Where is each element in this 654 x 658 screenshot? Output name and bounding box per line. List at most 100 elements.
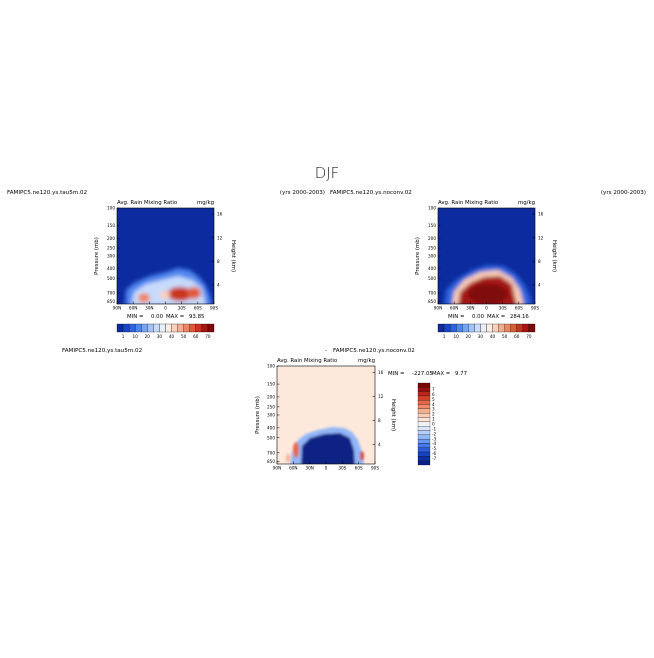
panel-noconv-units: mg/kg (518, 200, 535, 206)
y-tick-label: 850 (107, 299, 115, 304)
y-tick-label: 200 (267, 394, 275, 399)
panel-noconv-y2label: Height (km) (551, 240, 557, 272)
x-tick-label: 30S (499, 306, 507, 311)
panel-difference-title-case: FAMIPC5.ne120.ys.noconv.02 (333, 348, 415, 354)
colorbar-swatch (207, 323, 215, 333)
colorbar-swatch (474, 323, 481, 333)
y-tick-label: 200 (428, 236, 436, 241)
y2-tick-label: 12 (378, 394, 384, 399)
panel-difference-min-value: -227.05 (412, 371, 433, 377)
panel-difference-yticks: 100 150 200 250 300 400 500 700 850 (267, 364, 280, 464)
x-tick-label: 60N (289, 466, 297, 471)
colorbar-tick-label: -5 (432, 446, 437, 451)
panel-noconv-xticks: 90N 60N 30N 0 30S 60S 90S (434, 301, 539, 311)
colorbar-swatch (417, 460, 431, 466)
panel-noconv-yticks: 100 150 200 250 300 400 500 700 850 (428, 206, 441, 304)
colorbar-tick-label: 7 (432, 387, 435, 392)
colorbar-swatch (417, 421, 431, 427)
y-tick-label: 100 (107, 206, 115, 211)
colorbar-swatch (528, 323, 536, 333)
colorbar-tick-label: -4 (432, 441, 437, 446)
colorbar-tick-label: 60 (514, 334, 520, 339)
y2-tick-label: 16 (538, 212, 544, 217)
panel-tau5m-min-value: 0.00 (151, 314, 164, 320)
y-tick-label: 700 (107, 291, 115, 296)
colorbar-swatch (417, 438, 431, 444)
panel-tau5m-max-north (138, 293, 150, 303)
panel-tau5m-max-south (167, 287, 193, 301)
colorbar-swatch (201, 323, 209, 333)
panel-tau5m-y2label: Height (km) (230, 240, 236, 272)
y-tick-label: 500 (428, 276, 436, 281)
y-tick-label: 200 (107, 236, 115, 241)
y2-tick-label: 16 (217, 212, 223, 217)
colorbar-swatch (510, 323, 517, 333)
panel-difference-field (277, 366, 375, 464)
panel-tau5m-title: Avg. Rain Mixing Ratio (117, 200, 177, 206)
x-tick-label: 60S (194, 306, 202, 311)
y-tick-label: 850 (267, 459, 275, 464)
colorbar-tick-label: 10 (454, 334, 460, 339)
colorbar-swatch (165, 323, 172, 333)
panel-difference-positive-south (360, 451, 364, 461)
colorbar-swatch (417, 426, 431, 431)
x-tick-label: 90N (434, 306, 442, 311)
colorbar-tick-label: 50 (502, 334, 508, 339)
colorbar-tick-label: 70 (526, 334, 532, 339)
panel-noconv: FAMIPC5.ne120.ys.noconv.02 (yrs 2000-200… (330, 190, 646, 339)
colorbar-swatch (437, 323, 445, 333)
colorbar-swatch (417, 391, 431, 397)
y-tick-label: 100 (267, 364, 275, 369)
y-tick-label: 100 (428, 206, 436, 211)
panel-tau5m-field (117, 208, 214, 304)
panel-difference-xticks: 90N 60N 30N 0 30S 60S 90S (273, 461, 379, 471)
y-tick-label: 250 (267, 404, 275, 409)
panel-tau5m-max-label: MAX = (166, 314, 184, 320)
y-tick-label: 250 (107, 246, 115, 251)
panel-noconv-y2ticks: 16 12 8 4 (532, 212, 544, 287)
figure-title: DJF (315, 164, 340, 182)
x-tick-label: 30S (338, 466, 346, 471)
y-tick-label: 300 (107, 254, 115, 259)
panel-difference-ylabel: Pressure (mb) (255, 396, 261, 434)
colorbar-tick-label: 50 (181, 334, 187, 339)
x-tick-label: 90S (531, 306, 539, 311)
x-tick-label: 60N (450, 306, 458, 311)
panel-difference-y2ticks: 16 12 8 4 (372, 370, 384, 447)
y-tick-label: 150 (267, 382, 275, 387)
panel-noconv-case: FAMIPC5.ne120.ys.noconv.02 (330, 190, 412, 196)
colorbar-tick-label: 30 (478, 334, 484, 339)
colorbar-swatch (449, 323, 457, 333)
colorbar-swatch (417, 434, 431, 440)
y-tick-label: 700 (267, 450, 275, 455)
panel-noconv-min-label: MIN = (448, 314, 465, 320)
panel-difference-positive-north2 (286, 454, 290, 462)
panel-tau5m-xticks: 90N 60N 30N 0 30S 60S 90S (113, 301, 218, 311)
colorbar-swatch (417, 413, 431, 418)
colorbar-swatch (417, 451, 431, 457)
y-tick-label: 400 (267, 425, 275, 430)
colorbar-swatch (417, 395, 431, 401)
colorbar-tick-label: 1 (432, 417, 435, 422)
colorbar-tick-label: 60 (193, 334, 199, 339)
x-tick-label: 30N (305, 466, 313, 471)
colorbar-tick-label: 1 (443, 334, 446, 339)
y2-tick-label: 8 (538, 259, 541, 264)
y2-tick-label: 12 (217, 235, 223, 240)
colorbar-swatch (486, 323, 493, 333)
colorbar-swatch (171, 323, 178, 333)
colorbar-swatch (417, 456, 431, 461)
panel-difference-min-label: MIN = (388, 371, 405, 377)
colorbar-tick-label: 2 (432, 412, 435, 417)
y-tick-label: 400 (428, 266, 436, 271)
panel-difference-units: mg/kg (358, 358, 375, 364)
panel-noconv-ylabel: Pressure (mb) (415, 237, 421, 275)
panel-noconv-period: (yrs 2000-2003) (601, 190, 646, 196)
colorbar-swatch (498, 323, 505, 333)
y-tick-label: 150 (428, 223, 436, 228)
panel-difference-positive-north (293, 442, 299, 458)
colorbar-tick-label: -2 (432, 431, 437, 436)
colorbar-swatch (417, 408, 431, 414)
colorbar-tick-label: 20 (466, 334, 472, 339)
x-tick-label: 60S (355, 466, 363, 471)
